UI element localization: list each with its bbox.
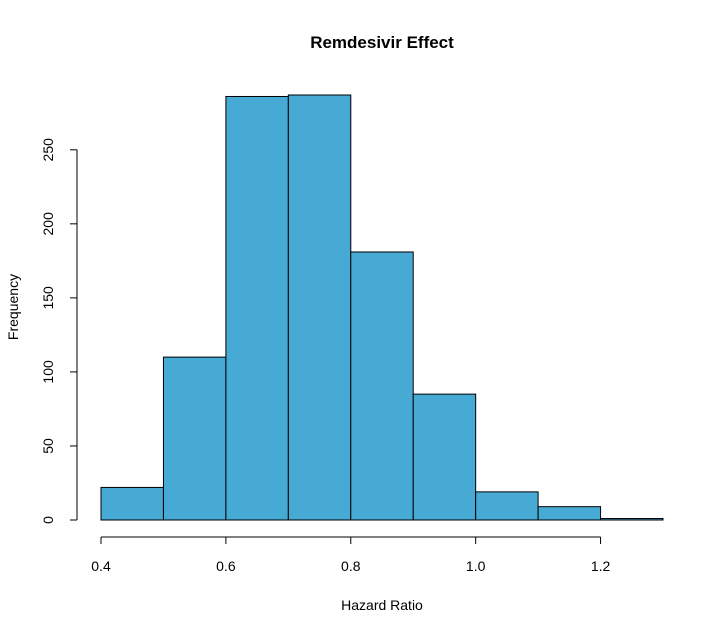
- x-axis: 0.4 0.6 0.8 1.0 1.2: [91, 536, 611, 574]
- x-tick-label: 0.4: [91, 558, 111, 574]
- histogram-bar: [350, 251, 414, 521]
- y-tick-label: 50: [40, 438, 56, 454]
- y-tick-label: 200: [40, 212, 56, 236]
- y-tick-label: 150: [40, 286, 56, 310]
- histogram-bar: [162, 356, 227, 521]
- histogram-bar: [412, 393, 477, 521]
- y-tick-label: 100: [40, 360, 56, 384]
- x-tick-label: 0.6: [216, 558, 236, 574]
- histogram-bar: [475, 491, 539, 521]
- x-axis-label: Hazard Ratio: [341, 597, 423, 613]
- y-tick-label: 0: [40, 516, 56, 524]
- chart-title: Remdesivir Effect: [310, 33, 454, 52]
- y-axis: 0 50 100 150 200 250: [40, 138, 78, 524]
- histogram-bar: [287, 94, 352, 521]
- x-tick-label: 1.0: [466, 558, 486, 574]
- y-axis-label: Frequency: [5, 274, 21, 340]
- x-tick-label: 1.2: [591, 558, 611, 574]
- y-tick-label: 250: [40, 138, 56, 162]
- histogram-bar: [100, 486, 164, 521]
- histogram-bar: [225, 95, 289, 521]
- bars-group: [100, 94, 664, 521]
- histogram-bar: [537, 506, 602, 521]
- histogram-bar: [600, 518, 664, 521]
- x-tick-label: 0.8: [341, 558, 361, 574]
